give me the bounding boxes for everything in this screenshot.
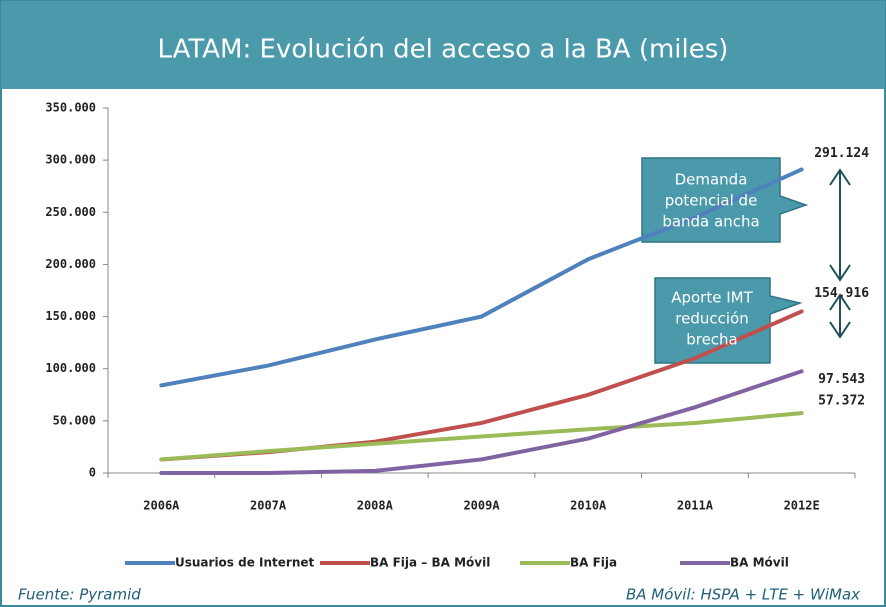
x-tick-label: 2008A xyxy=(357,499,394,513)
legend-label: BA Móvil xyxy=(730,556,789,570)
data-label: 97.543 xyxy=(818,372,865,387)
legend-label: Usuarios de Internet xyxy=(175,556,315,570)
y-tick-label: 0 xyxy=(89,466,96,480)
callout-box xyxy=(654,277,803,364)
legend-label: BA Fija xyxy=(570,556,617,570)
x-tick-label: 2011A xyxy=(677,499,714,513)
callout-text: Demanda xyxy=(675,171,748,189)
y-tick-label: 250.000 xyxy=(45,205,96,219)
x-tick-label: 2010A xyxy=(570,499,607,513)
y-tick-label: 350.000 xyxy=(45,101,96,115)
legend-label: BA Fija – BA Móvil xyxy=(370,556,490,570)
x-tick-label: 2012E xyxy=(784,499,820,513)
callout-text: Aporte IMT xyxy=(671,289,753,307)
y-tick-label: 50.000 xyxy=(53,413,96,427)
x-tick-label: 2006A xyxy=(143,499,180,513)
y-tick-label: 200.000 xyxy=(45,257,96,271)
source-note: Fuente: Pyramid xyxy=(18,586,141,604)
series-line xyxy=(159,167,804,388)
callout-text: reducción xyxy=(675,310,748,328)
data-label: 291.124 xyxy=(814,146,869,161)
x-tick-label: 2007A xyxy=(250,499,287,513)
data-label: 154.916 xyxy=(814,286,869,301)
callout-text: brecha xyxy=(686,331,738,349)
y-tick-label: 300.000 xyxy=(45,153,96,167)
x-tick-label: 2009A xyxy=(463,499,500,513)
chart-title: LATAM: Evolución del acceso a la BA (mil… xyxy=(158,35,729,65)
y-tick-label: 100.000 xyxy=(45,361,96,375)
series-line xyxy=(159,369,804,475)
footnote: BA Móvil: HSPA + LTE + WiMax xyxy=(626,586,860,604)
y-tick-label: 150.000 xyxy=(45,309,96,323)
callout-text: potencial de xyxy=(665,192,758,210)
callout-text: banda ancha xyxy=(662,213,759,231)
title-bar xyxy=(1,1,885,89)
data-label: 57.372 xyxy=(818,394,865,409)
gap-arrows xyxy=(829,168,851,339)
series-line xyxy=(159,411,804,462)
